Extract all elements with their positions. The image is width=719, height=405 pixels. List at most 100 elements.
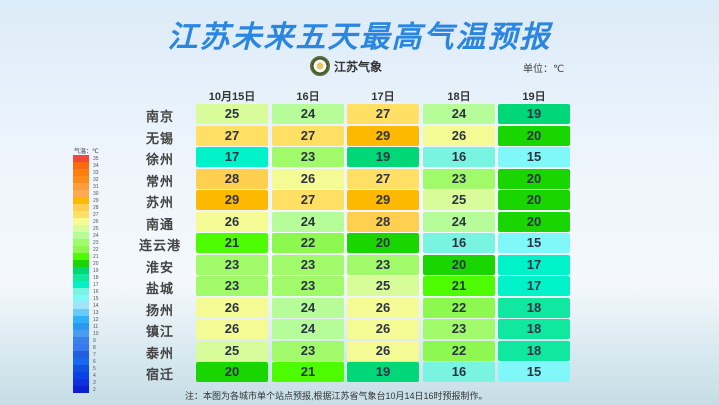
legend-swatch xyxy=(73,155,89,162)
unit-label: 单位：℃ xyxy=(523,64,565,75)
legend-label: 24 xyxy=(93,232,99,239)
logo: 江苏气象 xyxy=(310,56,382,76)
legend-item: 13 xyxy=(73,309,99,316)
legend-swatch xyxy=(73,183,89,190)
temperature-cell: 29 xyxy=(347,125,419,146)
temperature-cell: 23 xyxy=(272,147,344,167)
legend-label: 11 xyxy=(93,323,99,330)
temperature-cell: 28 xyxy=(196,168,268,189)
temperature-cell: 20 xyxy=(498,125,570,146)
legend-label: 27 xyxy=(93,211,99,218)
legend-label: 33 xyxy=(93,169,99,176)
temperature-cell: 23 xyxy=(272,276,344,296)
legend-item: 10 xyxy=(73,330,99,337)
city-label: 泰州 xyxy=(145,345,174,361)
legend-swatch xyxy=(73,281,89,288)
legend-label: 18 xyxy=(93,274,99,281)
temperature-cell: 26 xyxy=(347,340,419,361)
legend-label: 15 xyxy=(93,295,99,302)
city-label: 徐州 xyxy=(145,152,174,167)
legend-label: 20 xyxy=(93,260,99,267)
temperature-cell: 24 xyxy=(272,319,344,339)
legend-swatch xyxy=(73,274,89,281)
temperature-cell: 20 xyxy=(196,362,268,382)
legend-item: 25 xyxy=(73,225,99,232)
legend-swatch xyxy=(73,176,89,183)
temperature-cell: 23 xyxy=(423,168,495,189)
legend-swatch xyxy=(73,330,89,337)
city-label: 扬州 xyxy=(145,302,174,318)
legend-label: 28 xyxy=(93,204,99,211)
temperature-cell: 19 xyxy=(347,362,419,382)
city-label: 苏州 xyxy=(145,195,174,210)
legend-item: 35 xyxy=(73,155,99,162)
city-label: 淮安 xyxy=(145,259,174,275)
temperature-cell: 24 xyxy=(423,211,495,232)
temperature-cell: 17 xyxy=(196,147,268,167)
temperature-cell: 18 xyxy=(498,319,570,339)
legend-item: 3 xyxy=(73,379,99,386)
temperature-cell: 26 xyxy=(196,319,268,339)
legend-swatch xyxy=(73,211,89,218)
temperature-cell: 23 xyxy=(272,254,344,275)
legend-label: 26 xyxy=(93,218,99,225)
temperature-cell: 29 xyxy=(196,190,268,210)
legend-label: 31 xyxy=(93,183,99,190)
legend-swatch xyxy=(73,232,89,239)
temperature-cell: 19 xyxy=(347,147,419,167)
legend-item: 5 xyxy=(73,365,99,372)
temperature-cell: 20 xyxy=(423,254,495,275)
legend-label: 19 xyxy=(93,267,99,274)
temperature-cell: 26 xyxy=(196,297,268,318)
legend-swatch xyxy=(73,295,89,302)
legend-swatch xyxy=(73,190,89,197)
temperature-cell: 25 xyxy=(196,340,268,361)
legend-item: 7 xyxy=(73,351,99,358)
temperature-cell: 24 xyxy=(272,297,344,318)
temperature-cell: 16 xyxy=(423,362,495,382)
legend-item: 29 xyxy=(73,197,99,204)
legend-swatch xyxy=(73,239,89,246)
legend-item: 11 xyxy=(73,323,99,330)
city-label: 盐城 xyxy=(145,281,174,296)
temperature-cell: 15 xyxy=(498,362,570,382)
legend-swatch xyxy=(73,260,89,267)
legend-swatch xyxy=(73,169,89,176)
temperature-cell: 23 xyxy=(347,254,419,275)
legend-item: 17 xyxy=(73,281,99,288)
legend-swatch xyxy=(73,337,89,344)
legend-swatch xyxy=(73,246,89,253)
legend-label: 10 xyxy=(93,330,99,337)
temperature-cell: 28 xyxy=(347,211,419,232)
city-label: 镇江 xyxy=(145,324,174,339)
temperature-cell: 19 xyxy=(498,104,570,124)
legend-swatch xyxy=(73,253,89,260)
legend-item: 27 xyxy=(73,211,99,218)
legend-item: 34 xyxy=(73,162,99,169)
temperature-cell: 23 xyxy=(196,254,268,275)
legend-label: 23 xyxy=(93,239,99,246)
legend-item: 30 xyxy=(73,190,99,197)
temperature-cell: 20 xyxy=(498,168,570,189)
temperature-cell: 21 xyxy=(272,362,344,382)
legend-item: 31 xyxy=(73,183,99,190)
legend-item: 4 xyxy=(73,372,99,379)
legend-item: 16 xyxy=(73,288,99,295)
temperature-cell: 16 xyxy=(423,147,495,167)
temperature-cell: 24 xyxy=(272,211,344,232)
legend-item: 9 xyxy=(73,337,99,344)
footnote: 注：本图为各城市单个站点预报,根据江苏省气象台10月14日16时预报制作。 xyxy=(185,391,488,401)
legend-item: 8 xyxy=(73,344,99,351)
legend-swatch xyxy=(73,218,89,225)
temperature-cell: 18 xyxy=(498,297,570,318)
temperature-cell: 22 xyxy=(272,233,344,253)
column-header: 18日 xyxy=(447,91,471,103)
legend-swatch xyxy=(73,316,89,323)
legend-item: 22 xyxy=(73,246,99,253)
legend-swatch xyxy=(73,288,89,295)
legend-swatch xyxy=(73,267,89,274)
legend-item: 21 xyxy=(73,253,99,260)
temperature-cell: 23 xyxy=(196,276,268,296)
temperature-cell: 27 xyxy=(196,125,268,146)
legend-label: 5 xyxy=(93,365,96,372)
